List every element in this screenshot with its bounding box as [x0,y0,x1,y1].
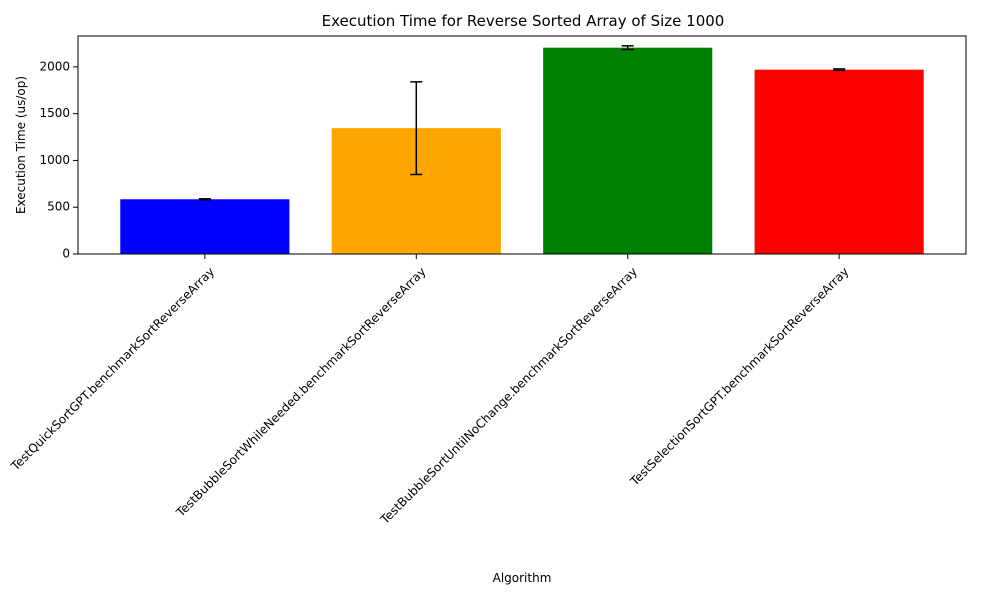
y-tick-label-500: 500 [47,200,70,214]
bar-1 [120,199,290,254]
bar-3 [543,47,713,254]
y-tick-label-1500: 1500 [39,106,70,120]
y-tick-label-0: 0 [62,247,70,261]
plot-frame [77,35,967,255]
error-bar-4 [833,68,846,72]
error-bar-2 [410,81,423,176]
x-tick-label-2: TestBubbleSortWhileNeeded.benchmarkSortR… [173,264,429,520]
y-tick-label-1000: 1000 [39,153,70,167]
y-axis: 0 500 1000 1500 2000 [39,59,78,261]
y-axis-label: Execution Time (us/op) [14,76,28,214]
bars [120,47,924,254]
error-bar-1 [198,198,211,201]
x-tick-label-1: TestQuickSortGPT.benchmarkSortReverseArr… [8,264,218,474]
error-bars [198,45,846,201]
chart-title: Execution Time for Reverse Sorted Array … [322,12,725,30]
x-axis: TestQuickSortGPT.benchmarkSortReverseArr… [8,254,852,527]
x-tick-label-3: TestBubbleSortUntilNoChange.benchmarkSor… [377,264,640,527]
bar-4 [754,69,924,254]
y-tick-label-2000: 2000 [39,59,70,73]
error-bar-3 [621,45,634,51]
x-axis-label: Algorithm [493,571,552,585]
x-tick-label-4: TestSelectionSortGPT.benchmarkSortRevers… [627,264,852,489]
